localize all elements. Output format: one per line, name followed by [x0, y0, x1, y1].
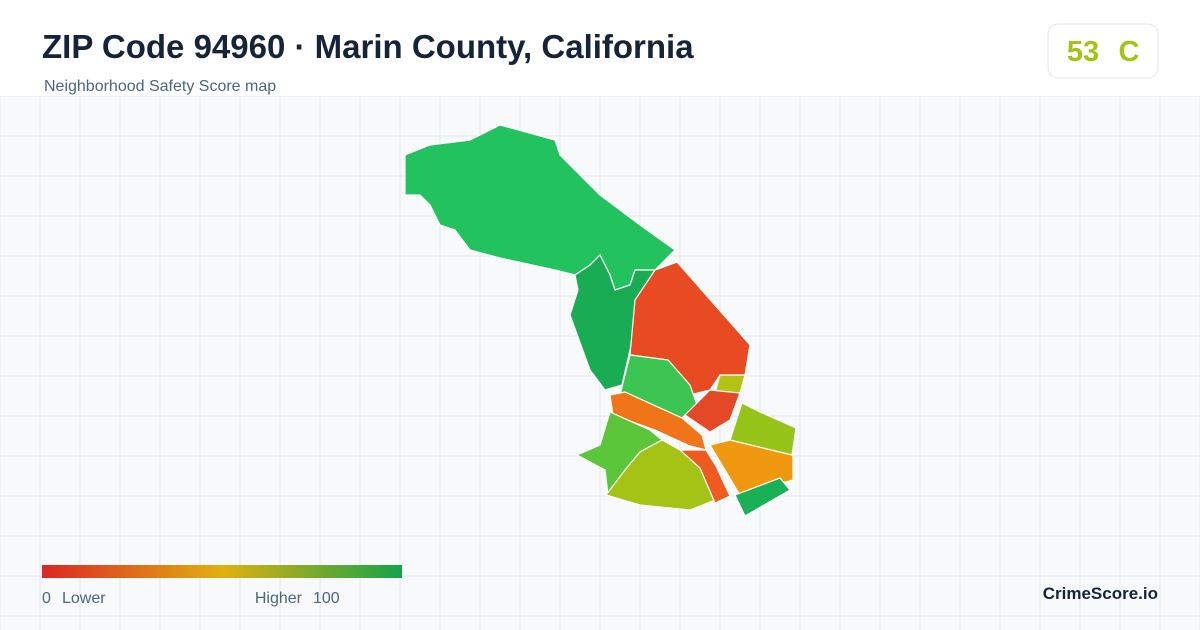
legend-max: 100 — [313, 590, 340, 607]
subtitle: Neighborhood Safety Score map — [44, 78, 276, 95]
title: ZIP Code 94960 · Marin County, Californi… — [42, 28, 694, 65]
region — [678, 449, 731, 504]
legend-max-label: Higher — [255, 590, 303, 607]
legend-min-label: Lower — [62, 590, 106, 607]
region — [714, 374, 746, 394]
score-grade: C — [1119, 36, 1140, 68]
header-band — [0, 0, 1200, 96]
region — [734, 477, 791, 517]
score-badge — [1047, 23, 1159, 79]
region — [729, 402, 797, 456]
legend-gradient — [42, 565, 402, 578]
brand: CrimeScore.io — [1043, 584, 1158, 603]
legend-min: 0 — [42, 590, 51, 607]
region — [684, 389, 741, 433]
score-value: 53 — [1067, 36, 1099, 68]
zip-map — [404, 124, 797, 517]
grid — [0, 95, 1200, 630]
